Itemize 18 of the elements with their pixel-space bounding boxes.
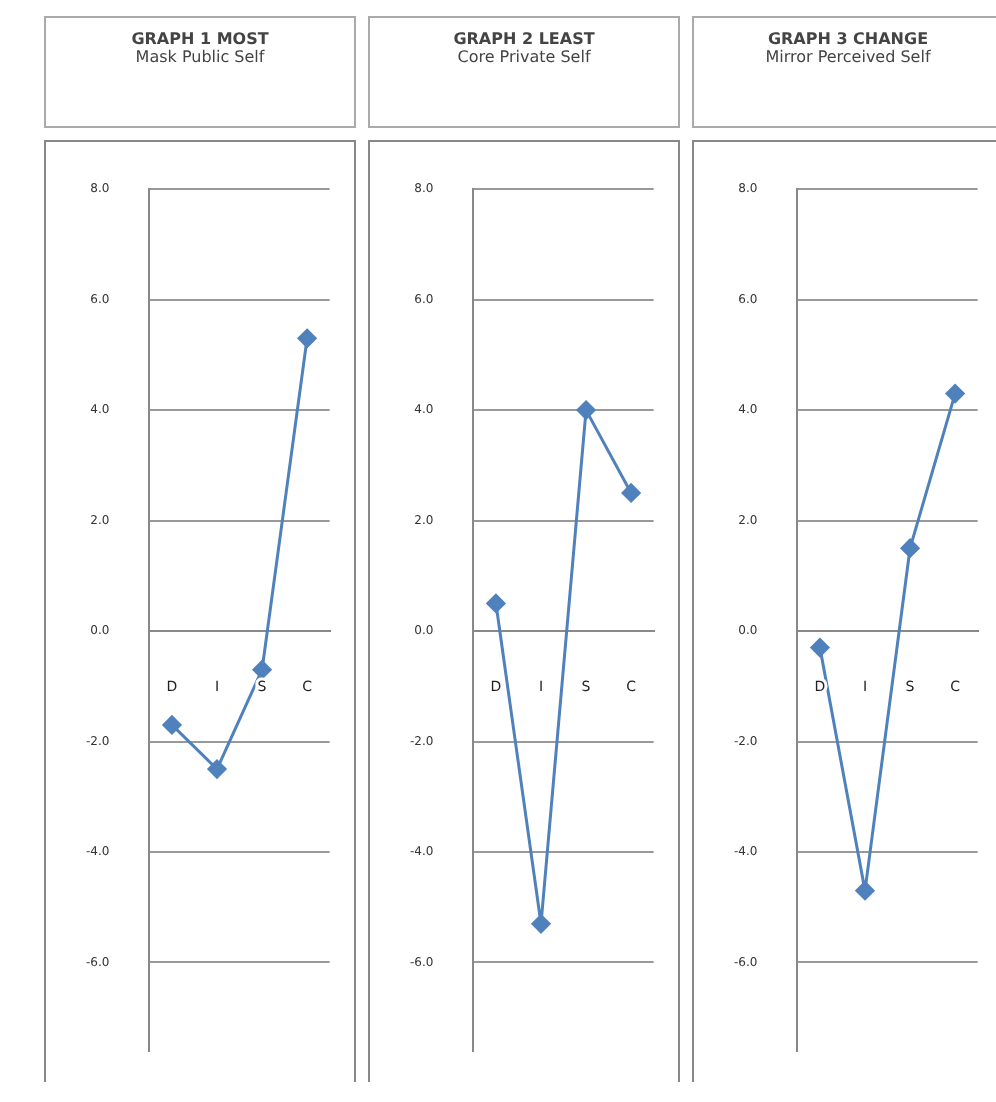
chart-title: GRAPH 3 CHANGE: [765, 30, 931, 48]
chart-title: GRAPH 1 MOST: [129, 30, 271, 48]
point: [486, 593, 506, 613]
point: [162, 715, 182, 735]
point: [576, 400, 596, 420]
point: [252, 660, 272, 680]
point: [297, 328, 317, 348]
point: [855, 881, 875, 901]
point: [810, 638, 830, 658]
chart-subtitle: Core Private Self: [455, 48, 593, 66]
point: [531, 914, 551, 934]
point: [621, 483, 641, 503]
chart-subtitle: Mask Public Self: [133, 48, 267, 66]
point: [945, 384, 965, 404]
point: [900, 538, 920, 558]
chart-subtitle: Mirror Perceived Self: [763, 48, 933, 66]
chart-title: GRAPH 2 LEAST: [451, 30, 597, 48]
point: [207, 759, 227, 779]
